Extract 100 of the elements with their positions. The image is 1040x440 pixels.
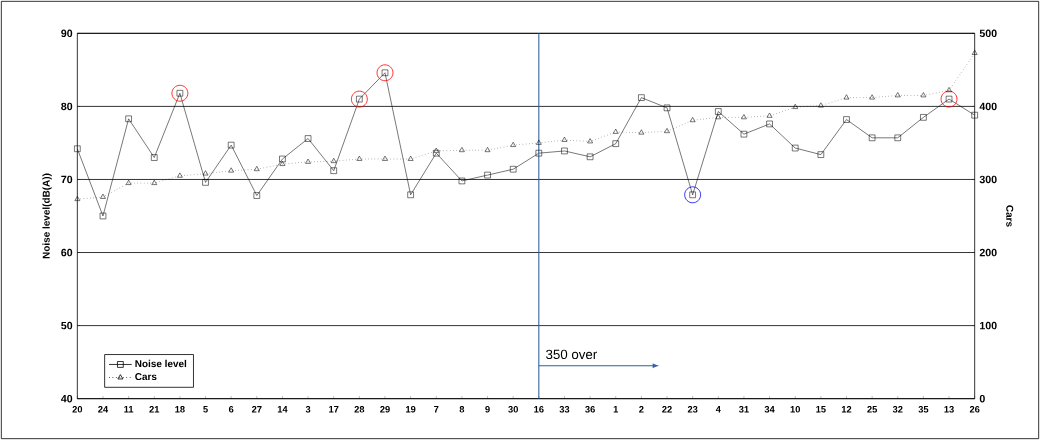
x-tick-label: 3: [305, 406, 311, 413]
x-tick-label: 4: [715, 406, 721, 413]
point: [279, 155, 286, 163]
point: [561, 136, 568, 142]
y2-tick-label: 400: [979, 102, 997, 111]
x-tick-label: 7: [434, 406, 439, 413]
point: [971, 111, 978, 119]
point: [253, 192, 260, 199]
point: [356, 155, 363, 161]
point: [484, 147, 491, 152]
point: [99, 212, 107, 220]
point: [510, 141, 516, 147]
point: [535, 149, 543, 157]
legend-label: Noise level: [135, 359, 187, 368]
x-tick-label: 12: [841, 406, 852, 413]
point: [74, 145, 81, 152]
x-tick-label: 34: [764, 406, 775, 413]
x-tick-label: 23: [687, 406, 698, 413]
point: [227, 141, 235, 149]
x-tick-label: 32: [892, 406, 903, 413]
point: [177, 172, 183, 178]
point: [330, 158, 337, 163]
point: [766, 120, 773, 128]
x-tick-label: 19: [406, 406, 416, 413]
x-tick-label: 8: [459, 406, 465, 413]
y2-axis-title: Cars: [1006, 205, 1014, 227]
point: [843, 94, 850, 100]
point: [279, 160, 286, 166]
x-tick-label: 35: [918, 406, 929, 413]
point: [509, 166, 517, 173]
point: [664, 128, 670, 133]
point: [792, 103, 798, 109]
ref-line-label: 350 over: [546, 349, 597, 360]
x-tick-label: 14: [277, 406, 288, 413]
x-tick-label: 29: [380, 406, 390, 413]
y2-tick-label: 200: [979, 248, 997, 257]
point: [125, 115, 132, 123]
x-tick-label: 1: [613, 406, 619, 413]
y-tick-label: 60: [61, 248, 73, 257]
x-tick-label: 36: [585, 406, 595, 413]
point: [433, 147, 440, 153]
point: [894, 92, 901, 98]
point: [305, 158, 311, 164]
point: [458, 177, 466, 185]
x-tick-label: 21: [149, 406, 160, 413]
point: [587, 138, 593, 144]
point: [894, 134, 901, 142]
point: [946, 87, 952, 93]
point: [228, 167, 234, 173]
point: [971, 49, 978, 55]
x-tick-label: 18: [175, 406, 185, 413]
y2-tick-label: 500: [979, 29, 997, 38]
point: [689, 117, 696, 123]
point: [382, 155, 388, 161]
point: [407, 155, 414, 161]
x-tick-label: 10: [790, 406, 800, 413]
point: [715, 108, 722, 115]
point: [741, 114, 747, 120]
point: [638, 129, 645, 135]
point: [792, 144, 799, 152]
x-tick-label: 33: [559, 406, 570, 413]
point: [407, 191, 414, 198]
point: [920, 92, 927, 98]
x-tick-label: 30: [508, 406, 518, 413]
point: [254, 166, 260, 171]
point: [151, 154, 158, 161]
x-tick-label: 31: [738, 406, 749, 413]
x-tick-label: 27: [251, 406, 262, 413]
point: [536, 139, 542, 145]
x-tick-label: 22: [662, 406, 672, 413]
y-axis-title: Noise level(dB(A)): [42, 173, 52, 259]
x-tick-label: 24: [98, 406, 109, 413]
point: [818, 102, 824, 108]
point: [171, 84, 189, 102]
point: [433, 149, 440, 157]
point: [100, 193, 106, 199]
point: [561, 147, 568, 155]
y2-tick-label: 0: [979, 394, 985, 403]
point: [376, 64, 394, 82]
point: [638, 94, 645, 101]
point: [920, 114, 927, 121]
x-tick-label: 26: [969, 406, 980, 413]
x-tick-label: 11: [124, 406, 134, 413]
point: [740, 130, 748, 138]
y2-tick-label: 300: [979, 175, 997, 184]
point: [868, 134, 876, 142]
y-tick-label: 50: [61, 321, 73, 330]
x-tick-label: 13: [944, 406, 954, 413]
point: [940, 90, 958, 108]
point: [151, 179, 158, 185]
y-tick-label: 90: [61, 29, 73, 38]
point: [663, 104, 671, 112]
point: [125, 179, 132, 185]
point: [74, 196, 81, 201]
point: [202, 170, 209, 176]
point: [612, 140, 619, 147]
x-tick-label: 17: [329, 406, 339, 413]
point: [330, 167, 337, 174]
point: [843, 116, 850, 123]
point: [715, 114, 722, 120]
